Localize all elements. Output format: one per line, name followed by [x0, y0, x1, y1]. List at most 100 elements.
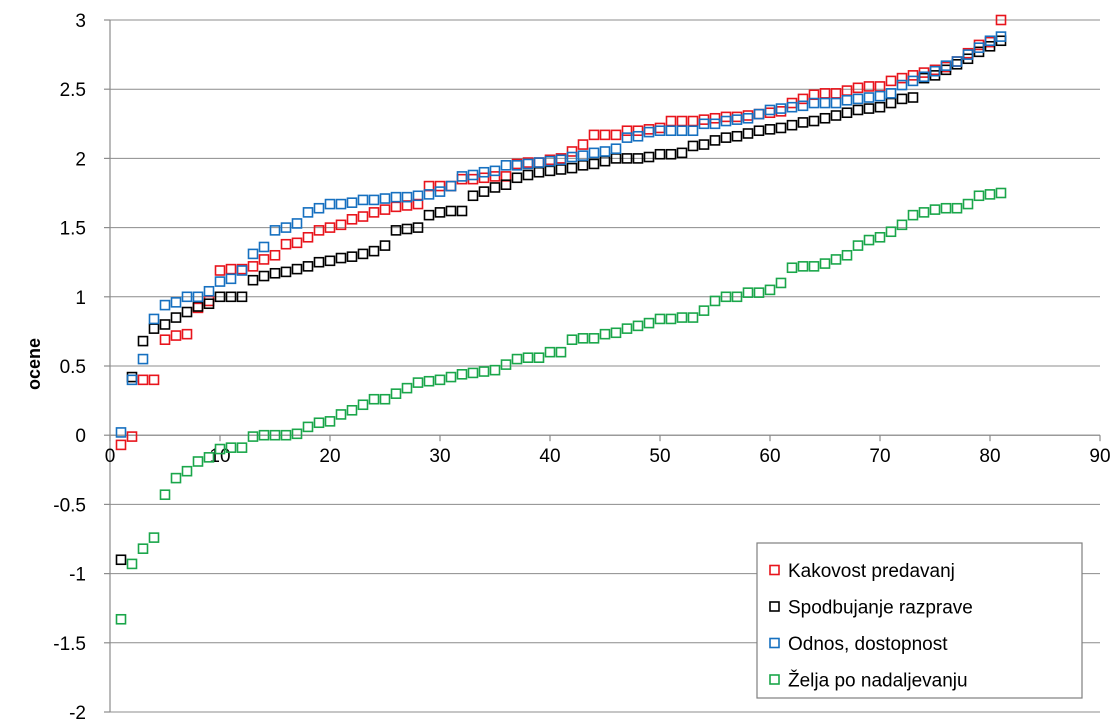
data-point [346, 251, 358, 262]
data-point [874, 231, 886, 243]
data-point [324, 222, 336, 233]
data-point [852, 240, 864, 251]
data-point [852, 93, 864, 105]
data-point [577, 150, 589, 161]
data-point [170, 297, 182, 308]
x-tick-label: 80 [979, 446, 1000, 467]
data-point [731, 111, 743, 123]
data-point [148, 532, 160, 543]
data-point [841, 85, 853, 96]
data-point [764, 107, 776, 119]
data-point [720, 115, 732, 127]
data-point [753, 108, 765, 120]
data-point [434, 207, 446, 218]
data-point [907, 75, 919, 87]
data-point [709, 295, 721, 307]
data-point [665, 125, 677, 137]
data-point [203, 295, 215, 307]
legend-marker [769, 564, 780, 576]
data-point [852, 82, 864, 94]
data-point [269, 225, 281, 236]
data-point [698, 118, 710, 130]
data-point [995, 187, 1007, 199]
data-point [357, 211, 369, 222]
data-point [225, 263, 237, 275]
data-point [665, 148, 677, 160]
data-point [731, 114, 743, 125]
data-point [720, 291, 732, 303]
data-point [236, 291, 248, 303]
data-point [258, 241, 270, 253]
data-point [533, 157, 545, 168]
data-point [654, 122, 666, 134]
data-point [533, 166, 545, 178]
data-point [588, 158, 600, 170]
data-point [566, 334, 578, 346]
y-tick-label: 1.5 [60, 219, 86, 240]
axes [104, 19, 1101, 713]
tick-labels: -2-1.5-1-0.500.511.522.530 10 20 30 40 50 60 70… [53, 11, 1110, 720]
data-point [665, 313, 677, 325]
data-point [126, 431, 138, 442]
y-tick-label: 0.5 [60, 357, 86, 378]
data-point [753, 108, 765, 120]
data-point [951, 202, 963, 214]
data-point [269, 249, 281, 261]
data-point [247, 431, 259, 442]
data-point [907, 70, 919, 81]
data-point [566, 146, 578, 157]
data-point [929, 65, 941, 77]
data-point [423, 209, 435, 221]
data-point [489, 171, 501, 182]
data-point [841, 107, 853, 119]
data-point [643, 317, 655, 329]
data-point [819, 88, 831, 99]
data-point [665, 115, 677, 127]
data-point [302, 261, 314, 272]
data-point [951, 56, 963, 67]
data-point [258, 270, 270, 282]
data-point [247, 261, 259, 272]
x-tick-label: 90 [1089, 446, 1110, 467]
data-point [489, 182, 501, 193]
y-tick-label: -2 [69, 703, 86, 720]
data-point [632, 153, 644, 164]
data-point [192, 291, 204, 303]
data-point [907, 209, 919, 221]
data-point [742, 287, 754, 298]
data-point [566, 151, 578, 163]
data-point [456, 173, 468, 185]
data-point [841, 249, 853, 261]
data-point [280, 266, 292, 278]
legend: Kakovost predavanj Spodbujanje razprave Od… [756, 542, 1083, 699]
data-point [280, 238, 292, 250]
data-point [786, 262, 798, 274]
data-point [137, 335, 149, 347]
data-point [379, 204, 391, 215]
data-point [126, 371, 138, 383]
data-point [973, 190, 985, 202]
data-point [467, 169, 479, 181]
data-point [522, 352, 534, 363]
data-point [951, 58, 963, 70]
x-tick-label: 70 [869, 446, 890, 467]
data-point [456, 205, 468, 217]
data-point [115, 613, 127, 625]
data-point [830, 254, 842, 265]
data-point [313, 256, 325, 268]
data-point [896, 72, 908, 84]
data-point [544, 165, 556, 177]
x-tick-label: 50 [649, 446, 670, 467]
data-point [390, 201, 402, 213]
data-point [599, 129, 611, 141]
data-point [390, 191, 402, 203]
data-point [610, 143, 622, 155]
data-point [643, 124, 655, 135]
legend-marker [769, 637, 780, 649]
data-point [709, 112, 721, 124]
data-point [522, 169, 534, 181]
data-point [379, 193, 391, 204]
data-point [907, 92, 919, 103]
data-point [126, 558, 138, 570]
